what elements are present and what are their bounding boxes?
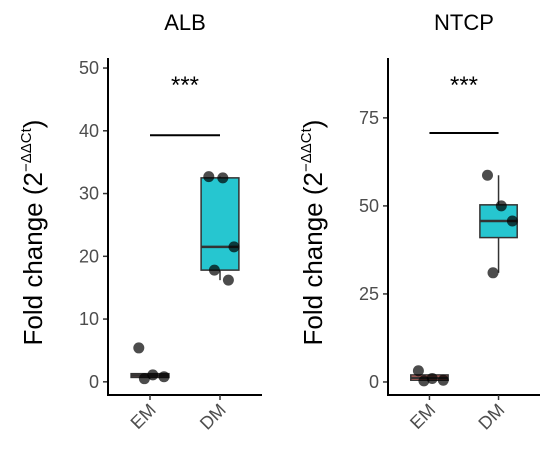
y-tick-label: 30	[79, 184, 99, 204]
y-tick-label: 20	[79, 246, 99, 266]
y-label-end: )	[18, 120, 48, 129]
x-tick-label: DM	[474, 400, 508, 434]
y-label-main: Fold change (2	[298, 172, 328, 345]
data-point	[426, 372, 438, 384]
y-tick-label: 40	[79, 121, 99, 141]
data-point	[418, 375, 430, 387]
data-point	[412, 365, 424, 377]
y-tick-label: 25	[359, 284, 379, 304]
y-label-sup: −ΔΔCt	[298, 127, 315, 172]
panel-title: ALB	[164, 10, 206, 35]
data-point	[138, 373, 150, 385]
y-tick-label: 50	[359, 196, 379, 216]
panel-title: NTCP	[434, 10, 494, 35]
box	[200, 177, 240, 271]
x-tick-label: DM	[196, 400, 230, 434]
y-tick-label: 75	[359, 108, 379, 128]
y-label-sup: −ΔΔCt	[18, 127, 35, 172]
x-tick-label: EM	[127, 400, 160, 433]
data-point	[158, 371, 170, 383]
data-point	[495, 200, 507, 212]
y-tick-label: 0	[369, 372, 379, 392]
y-axis-label: Fold change (2−ΔΔCt)	[298, 120, 328, 346]
data-point	[481, 169, 493, 181]
data-point	[133, 342, 145, 354]
significance-label: ***	[171, 72, 199, 99]
y-tick-label: 0	[89, 372, 99, 392]
data-point	[487, 267, 499, 279]
y-axis-label: Fold change (2−ΔΔCt)	[18, 120, 48, 346]
significance-label: ***	[450, 72, 478, 99]
y-label-main: Fold change (2	[18, 172, 48, 345]
data-point	[147, 369, 159, 381]
data-point	[506, 215, 518, 227]
data-point	[203, 171, 215, 183]
y-tick-label: 50	[79, 58, 99, 78]
y-label-end: )	[298, 120, 328, 129]
data-point	[208, 264, 220, 276]
y-tick-label: 10	[79, 309, 99, 329]
x-tick-label: EM	[406, 400, 439, 433]
data-point	[437, 374, 449, 386]
data-point	[228, 241, 240, 253]
data-point	[222, 274, 234, 286]
data-point	[217, 172, 229, 184]
